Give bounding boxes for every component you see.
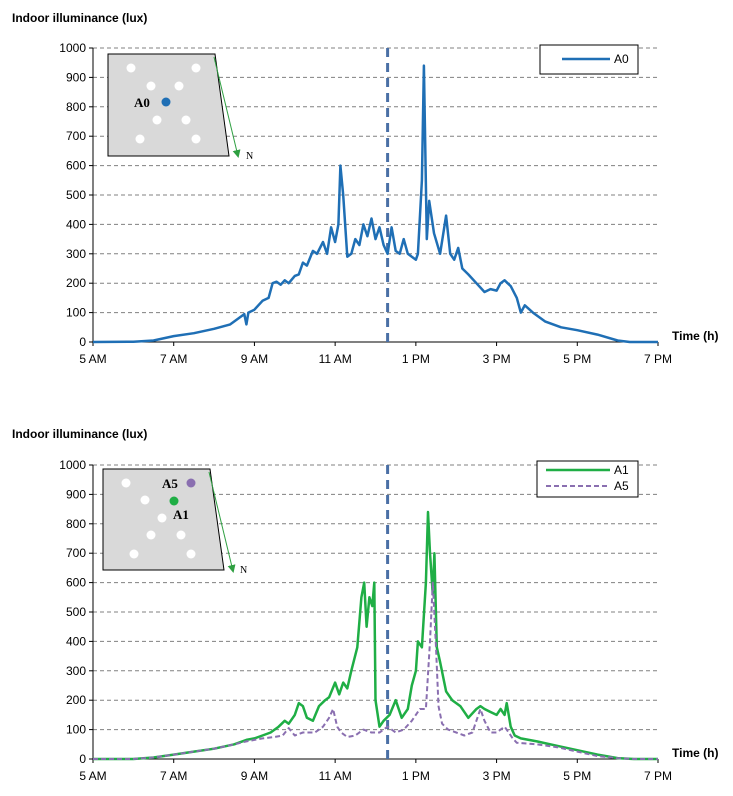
sensor-dot <box>181 115 191 125</box>
y-tick-label: 200 <box>66 693 86 707</box>
x-tick-labels: 5 AM 7 AM 9 AM 11 AM 1 PM 3 PM 5 PM 7 PM <box>79 769 672 783</box>
series-lines <box>92 64 658 344</box>
north-label: N <box>246 151 253 162</box>
y-tick-label: 400 <box>66 634 86 648</box>
y-tick-label: 900 <box>66 70 86 84</box>
y-tick-labels: 0 100 200 300 400 500 600 700 800 900 1000 <box>59 41 86 349</box>
sensor-dot <box>191 134 201 144</box>
x-tick-label: 7 PM <box>644 769 672 783</box>
y-tick-labels: 0 100 200 300 400 500 600 700 800 900 1000 <box>59 458 86 766</box>
y-tick-label: 1000 <box>59 41 86 55</box>
x-tick-label: 3 PM <box>483 769 511 783</box>
sensor-dot <box>146 81 156 91</box>
legend: A0 <box>539 44 639 75</box>
y-tick-label: 300 <box>66 247 86 261</box>
x-tick-label: 5 PM <box>563 769 591 783</box>
sensor-dot <box>135 134 145 144</box>
x-tick-label: 11 AM <box>319 769 352 783</box>
series-lines <box>93 510 658 761</box>
y-tick-label: 800 <box>66 100 86 114</box>
y-tick-label: 500 <box>66 605 86 619</box>
sensor-dot <box>186 549 196 559</box>
x-tick-label: 7 AM <box>160 352 187 366</box>
x-axis-title: Time (h) <box>672 329 718 343</box>
x-tick-label: 5 AM <box>79 352 106 366</box>
y-tick-label: 0 <box>79 335 86 349</box>
y-tick-label: 100 <box>66 723 86 737</box>
x-tick-label: 5 PM <box>563 352 591 366</box>
sensor-dot <box>191 63 201 73</box>
y-axis-title: Indoor illuminance (lux) <box>12 11 147 25</box>
x-tick-label: 5 AM <box>79 769 106 783</box>
chart-top: Indoor illuminance (lux) Time (h) 0 100 20… <box>12 11 718 366</box>
north-label: N <box>240 565 247 576</box>
y-tick-label: 0 <box>79 752 86 766</box>
sensor-a1-dot <box>169 496 179 506</box>
series-line-a0 <box>92 64 658 344</box>
x-tick-label: 7 AM <box>160 769 187 783</box>
series-line-a5 <box>93 581 658 760</box>
sensor-dot <box>146 530 156 540</box>
sensor-dot <box>157 513 167 523</box>
legend-label-a0: A0 <box>614 52 629 66</box>
sensor-dot <box>140 495 150 505</box>
sensor-dot <box>129 549 139 559</box>
x-tick-label: 7 PM <box>644 352 672 366</box>
x-tick-label: 9 AM <box>241 769 268 783</box>
y-tick-label: 800 <box>66 517 86 531</box>
y-tick-label: 500 <box>66 188 86 202</box>
sensor-a5-label: A5 <box>162 476 178 491</box>
north-arrow <box>213 56 241 158</box>
x-tick-labels: 5 AM 7 AM 9 AM 11 AM 1 PM 3 PM 5 PM 7 PM <box>79 352 672 366</box>
y-tick-label: 700 <box>66 546 86 560</box>
y-tick-label: 700 <box>66 129 86 143</box>
room-inset: A5 A1 N <box>102 468 247 576</box>
sensor-a0-label: A0 <box>134 95 150 110</box>
x-tick-label: 9 AM <box>241 352 268 366</box>
y-tick-label: 600 <box>66 576 86 590</box>
legend-box <box>536 460 639 498</box>
y-tick-label: 100 <box>66 306 86 320</box>
sensor-dot <box>152 115 162 125</box>
y-tick-label: 200 <box>66 276 86 290</box>
x-tick-label: 11 AM <box>319 352 352 366</box>
x-tick-label: 1 PM <box>402 352 430 366</box>
sensor-dot <box>176 530 186 540</box>
legend-box <box>539 44 639 75</box>
sensor-a1-label: A1 <box>173 507 189 522</box>
y-tick-label: 400 <box>66 217 86 231</box>
north-arrow <box>208 471 236 573</box>
sensor-dot <box>126 63 136 73</box>
sensor-dot <box>174 81 184 91</box>
sensor-a5-dot <box>186 478 196 488</box>
legend-label-a5: A5 <box>614 479 629 493</box>
x-tick-label: 1 PM <box>402 769 430 783</box>
y-tick-label: 300 <box>66 664 86 678</box>
legend: A1 A5 <box>536 460 639 498</box>
y-tick-label: 1000 <box>59 458 86 472</box>
x-tick-label: 3 PM <box>483 352 511 366</box>
legend-label-a1: A1 <box>614 463 629 477</box>
y-tick-label: 600 <box>66 159 86 173</box>
y-axis-title: Indoor illuminance (lux) <box>12 427 147 441</box>
x-axis-title: Time (h) <box>672 746 718 760</box>
sensor-dot <box>121 478 131 488</box>
room-inset: A0 N <box>107 53 253 162</box>
series-line-a1 <box>93 510 658 761</box>
sensor-a0-dot <box>161 97 171 107</box>
y-tick-label: 900 <box>66 487 86 501</box>
chart-bottom: Indoor illuminance (lux) Time (h) 0 100 20… <box>12 427 718 783</box>
